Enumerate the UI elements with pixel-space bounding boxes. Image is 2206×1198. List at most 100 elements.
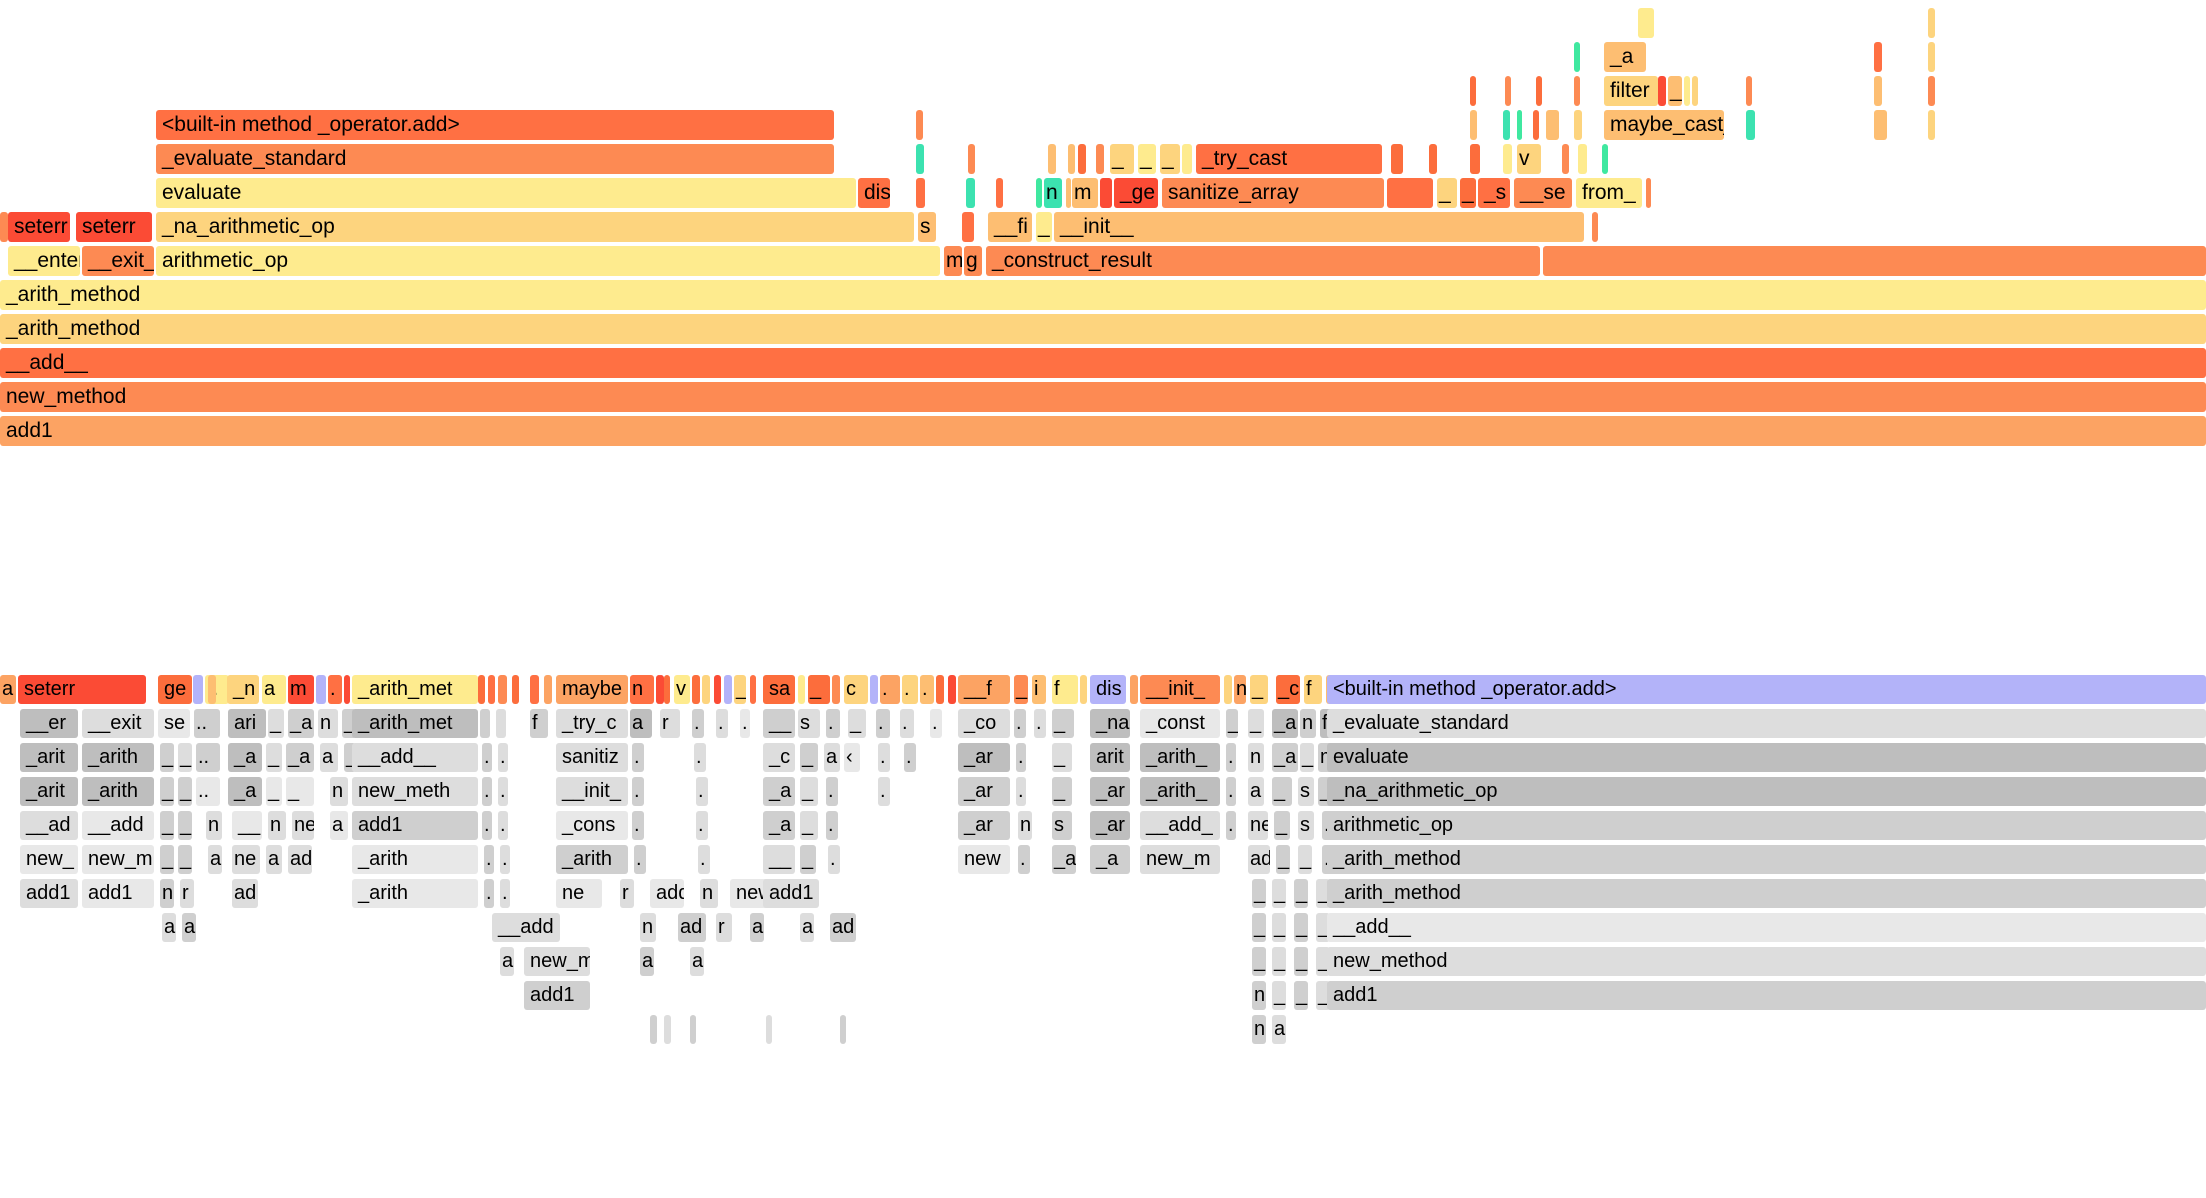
- frame-new-method[interactable]: new_method: [1327, 947, 2206, 976]
- frame-n[interactable]: n: [700, 879, 718, 908]
- frame-[interactable]: .: [634, 845, 646, 874]
- frame-new-meth[interactable]: new_meth: [352, 777, 478, 806]
- frame-dis[interactable]: dis: [858, 178, 890, 208]
- frame-[interactable]: .: [880, 675, 900, 704]
- frame-a[interactable]: a: [266, 845, 282, 874]
- frame-evaluate[interactable]: evaluate: [1327, 743, 2206, 772]
- frame-r3-c11[interactable]: [1928, 110, 1935, 140]
- frame-ar[interactable]: _ar: [958, 743, 1010, 772]
- frame-add1[interactable]: add1: [1327, 981, 2206, 1010]
- frame-r6-c0[interactable]: [0, 212, 8, 242]
- frame-r0-c17[interactable]: [530, 675, 539, 704]
- frame-[interactable]: .: [826, 709, 840, 738]
- frame-add[interactable]: add: [650, 879, 684, 908]
- frame-r0-c41[interactable]: [948, 675, 956, 704]
- frame-[interactable]: .: [1016, 777, 1026, 806]
- frame-m[interactable]: m: [288, 675, 314, 704]
- frame-[interactable]: __: [763, 709, 795, 738]
- frame-[interactable]: _: [1014, 675, 1028, 704]
- frame-fi[interactable]: __fi: [988, 212, 1032, 242]
- frame-n[interactable]: n: [268, 811, 286, 840]
- frame-r0-c14[interactable]: [488, 675, 495, 704]
- frame-r0-c5[interactable]: [208, 675, 216, 704]
- frame-[interactable]: _: [1226, 709, 1238, 738]
- frame-r4-c12[interactable]: [1391, 144, 1403, 174]
- frame-evaluate-standard[interactable]: _evaluate_standard: [1327, 709, 2206, 738]
- frame-seterr[interactable]: seterr: [18, 675, 146, 704]
- frame-[interactable]: _: [800, 743, 818, 772]
- frame-a[interactable]: _a: [1272, 709, 1298, 738]
- frame-a[interactable]: a: [630, 709, 652, 738]
- frame-[interactable]: _: [1110, 144, 1134, 174]
- frame-add[interactable]: __add__: [1327, 913, 2206, 942]
- frame-r4-c13[interactable]: [1429, 144, 1437, 174]
- frame-add1[interactable]: add1: [763, 879, 819, 908]
- frame-r0-c29[interactable]: [750, 675, 756, 704]
- frame-n[interactable]: n: [1248, 743, 1264, 772]
- frame-[interactable]: _: [1252, 913, 1266, 942]
- frame-s[interactable]: _s: [1478, 178, 1510, 208]
- frame-r4-c5[interactable]: [1078, 144, 1086, 174]
- frame-r7-c6[interactable]: [1543, 246, 2206, 276]
- frame-[interactable]: .: [696, 777, 708, 806]
- frame-arit[interactable]: arit: [1090, 743, 1130, 772]
- frame-[interactable]: _: [1294, 981, 1308, 1010]
- frame-r3-c1[interactable]: [916, 110, 923, 140]
- frame-[interactable]: _: [1460, 178, 1476, 208]
- frame-add1[interactable]: add1: [524, 981, 590, 1010]
- frame-[interactable]: ..: [196, 777, 220, 806]
- frame-[interactable]: .: [696, 811, 708, 840]
- frame-r1-c3[interactable]: [1928, 42, 1935, 72]
- frame-[interactable]: _: [1274, 811, 1290, 840]
- frame-[interactable]: .: [1018, 845, 1030, 874]
- frame-arith-method[interactable]: _arith_method: [1327, 879, 2206, 908]
- frame-[interactable]: .: [716, 709, 728, 738]
- frame-[interactable]: _: [1248, 709, 1264, 738]
- frame-sanitize-array[interactable]: sanitize_array: [1162, 178, 1384, 208]
- frame-r4-c1[interactable]: [916, 144, 924, 174]
- frame-new[interactable]: new_: [20, 845, 78, 874]
- frame-add1[interactable]: add1: [82, 879, 154, 908]
- frame-dis[interactable]: dis: [1090, 675, 1126, 704]
- frame-r2-c3[interactable]: [1684, 76, 1690, 106]
- frame-[interactable]: _: [1276, 845, 1290, 874]
- frame-s[interactable]: s: [918, 212, 936, 242]
- frame-a[interactable]: a: [182, 913, 196, 942]
- frame-ari[interactable]: ari: [228, 709, 266, 738]
- frame-r[interactable]: r: [620, 879, 634, 908]
- frame-[interactable]: .: [826, 777, 838, 806]
- frame-[interactable]: .: [484, 879, 494, 908]
- frame-[interactable]: _: [1294, 913, 1308, 942]
- frame-[interactable]: _: [178, 777, 192, 806]
- frame-init[interactable]: __init_: [556, 777, 628, 806]
- frame-r2-c10[interactable]: [1874, 76, 1882, 106]
- frame-r0-c48[interactable]: [1130, 675, 1138, 704]
- frame-[interactable]: .: [1014, 709, 1026, 738]
- frame-[interactable]: _: [266, 743, 282, 772]
- frame-r10-c4[interactable]: [690, 1015, 696, 1044]
- frame-r2-c9[interactable]: [1746, 76, 1752, 106]
- frame-r0-c9[interactable]: [316, 675, 326, 704]
- frame-[interactable]: _: [1272, 777, 1292, 806]
- frame-r4-c19[interactable]: [1602, 144, 1608, 174]
- frame-[interactable]: _: [800, 777, 818, 806]
- frame-er[interactable]: __er: [20, 709, 78, 738]
- frame-[interactable]: .: [698, 845, 710, 874]
- frame-[interactable]: .: [878, 743, 890, 772]
- frame-arith[interactable]: _arith: [82, 777, 154, 806]
- frame-filter[interactable]: filter: [1604, 76, 1658, 106]
- frame-add[interactable]: __add: [492, 913, 560, 942]
- frame-r6-c9[interactable]: [1592, 212, 1598, 242]
- frame-new-m[interactable]: new_m: [1140, 845, 1220, 874]
- frame-arith[interactable]: _arith: [352, 879, 478, 908]
- frame-n[interactable]: n: [1044, 178, 1062, 208]
- frame-na-arithmetic-op[interactable]: _na_arithmetic_op: [1327, 777, 2206, 806]
- frame-[interactable]: _: [1437, 178, 1457, 208]
- frame-add1[interactable]: add1: [352, 811, 478, 840]
- frame-r4-c2[interactable]: [968, 144, 975, 174]
- frame-c[interactable]: _c: [1276, 675, 1300, 704]
- frame-a[interactable]: _a: [286, 743, 314, 772]
- frame-[interactable]: _: [286, 777, 314, 806]
- frame-r0-c0[interactable]: [1638, 8, 1654, 38]
- frame-arith[interactable]: _arith_: [1140, 777, 1220, 806]
